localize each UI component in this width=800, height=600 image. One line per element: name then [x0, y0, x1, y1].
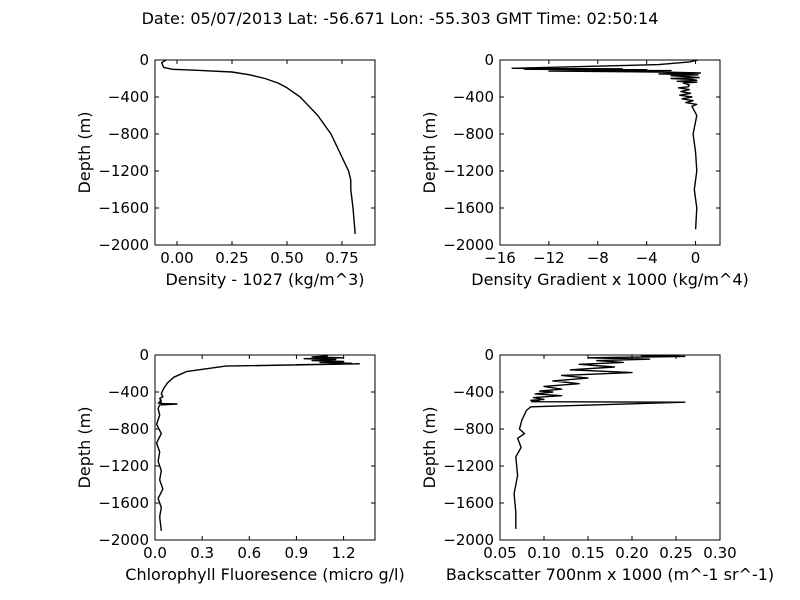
x-tick-label: 0.05	[483, 544, 516, 562]
x-tick-label: 0.9	[284, 544, 308, 562]
y-tick-label: 0	[139, 346, 149, 364]
series-line	[513, 354, 686, 529]
x-tick-label: −8	[587, 249, 609, 267]
series-line	[160, 59, 356, 234]
axes-frame	[154, 59, 376, 246]
x-tick-label: 0.50	[270, 249, 303, 267]
plot-panel-2: −16 −12 −8 −4 00−400−800−1200−1600−2000Densi…	[420, 51, 749, 289]
plot-panel-1: 0.00 0.25 0.50 0.75 0 −400 −800 −1200 −1600 −2000…	[75, 51, 376, 289]
y-axis-label: Depth (m)	[420, 407, 439, 489]
x-tick-label: −12	[533, 249, 565, 267]
plot-panel-3: 0.0 0.3 0.6 0.9 1.2 0 −400 −800 −1200 −1600 −2000 C…	[75, 346, 405, 584]
x-tick-label: 0.25	[215, 249, 248, 267]
y-tick-label: −1600	[98, 199, 149, 217]
y-tick-label: −1200	[443, 457, 494, 475]
y-axis-label: Depth (m)	[420, 112, 439, 194]
x-tick-label: 0.00	[160, 249, 193, 267]
series-line	[155, 355, 360, 531]
y-tick-label: −800	[453, 420, 494, 438]
y-tick-label: −400	[453, 88, 494, 106]
y-tick-label: −800	[108, 125, 149, 143]
axes-frame	[499, 354, 721, 541]
x-tick-label: −16	[484, 249, 516, 267]
x-tick-label: 0.30	[703, 544, 736, 562]
x-axis-label: Density Gradient x 1000 (kg/m^4)	[471, 270, 748, 289]
y-tick-label: −800	[453, 125, 494, 143]
x-tick-label: 0	[691, 249, 701, 267]
y-tick-label: −1200	[98, 457, 149, 475]
x-tick-label: 1.2	[332, 544, 356, 562]
y-tick-label: −1600	[98, 494, 149, 512]
series-line	[511, 59, 702, 230]
figure-title: Date: 05/07/2013 Lat: -56.671 Lon: -55.3…	[141, 9, 659, 28]
y-tick-label: −400	[108, 383, 149, 401]
plot-panel-4: 0.05 0.10 0.15 0.20 0.25 0.30 0 −400 −800 −1200 −1…	[420, 346, 774, 584]
y-axis-label: Depth (m)	[75, 112, 94, 194]
x-axis-label: Chlorophyll Fluoresence (micro g/l)	[125, 565, 404, 584]
y-tick-label: 0	[139, 51, 149, 69]
y-tick-label: −2000	[98, 236, 149, 254]
y-tick-label: −1200	[443, 162, 494, 180]
x-axis-label: Backscatter 700nm x 1000 (m^-1 sr^-1)	[446, 565, 774, 584]
y-tick-label: −400	[108, 88, 149, 106]
y-tick-label: −2000	[98, 531, 149, 549]
y-tick-label: 0	[484, 346, 494, 364]
y-tick-label: −400	[453, 383, 494, 401]
x-tick-label: 0.25	[659, 544, 692, 562]
x-tick-label: −4	[636, 249, 658, 267]
y-tick-label: −2000	[443, 531, 494, 549]
y-tick-label: −2000	[443, 236, 494, 254]
x-tick-label: 0.20	[615, 544, 648, 562]
axes-frame	[499, 59, 721, 246]
y-tick-label: −1600	[443, 199, 494, 217]
x-tick-label: 0.10	[527, 544, 560, 562]
x-axis-label: Density - 1027 (kg/m^3)	[165, 270, 364, 289]
y-tick-label: 0	[484, 51, 494, 69]
x-tick-label: 0.6	[237, 544, 261, 562]
x-tick-label: 0.3	[190, 544, 214, 562]
y-axis-label: Depth (m)	[75, 407, 94, 489]
x-tick-label: 0.0	[143, 544, 167, 562]
y-tick-label: −1200	[98, 162, 149, 180]
axes-frame	[154, 354, 376, 541]
y-tick-label: −800	[108, 420, 149, 438]
x-tick-label: 0.75	[325, 249, 358, 267]
y-tick-label: −1600	[443, 494, 494, 512]
x-tick-label: 0.15	[571, 544, 604, 562]
